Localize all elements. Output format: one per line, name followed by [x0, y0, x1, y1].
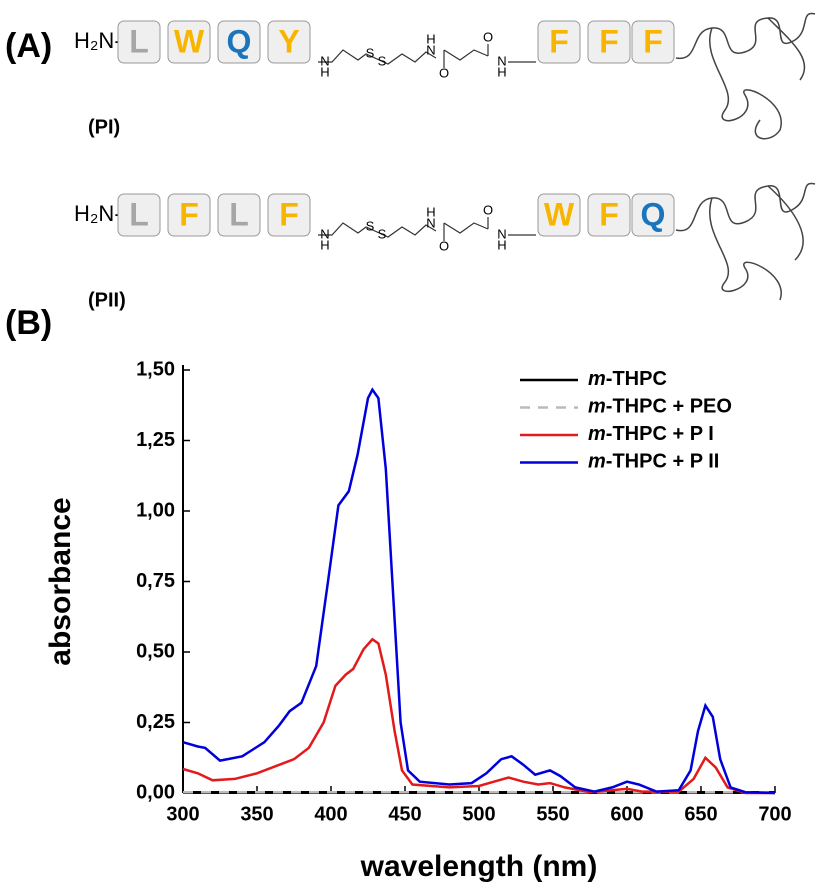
y-tick-label: 0,25 — [136, 711, 175, 733]
x-axis-label: wavelength (nm) — [360, 850, 598, 883]
linker-atom: N — [426, 215, 435, 230]
x-tick-label: 550 — [536, 803, 569, 825]
linker-atom: S — [378, 53, 387, 68]
x-tick-label: 450 — [388, 803, 421, 825]
panel-label: (B) — [5, 304, 52, 342]
x-tick-label: 350 — [240, 803, 273, 825]
residue-letter: W — [544, 196, 575, 232]
linker-atom: S — [378, 226, 387, 241]
residue-letter: F — [179, 196, 199, 232]
y-tick-label: 0,50 — [136, 640, 175, 662]
residue-box — [217, 193, 261, 237]
series-line — [182, 387, 776, 795]
panel-label: (A) — [5, 27, 52, 65]
y-tick-label: 0,75 — [136, 570, 175, 592]
linker-bond — [318, 44, 536, 68]
linker-atom: N — [426, 42, 435, 57]
linker-atom: S — [366, 218, 375, 233]
x-tick-label: 400 — [314, 803, 347, 825]
residue-box — [117, 193, 161, 237]
residue-box — [587, 20, 631, 64]
residue-letter: F — [549, 23, 569, 59]
linker-atom: O — [439, 65, 449, 80]
residue-box — [217, 20, 261, 64]
residue-box — [267, 193, 311, 237]
linker-atom: N — [320, 226, 329, 241]
y-tick-label: 0,00 — [136, 781, 175, 803]
y-tick-label: 1,00 — [136, 499, 175, 521]
linker-atom: H — [497, 237, 506, 252]
residue-letter: F — [599, 196, 619, 232]
linker-atom: N — [320, 53, 329, 68]
linker-atom: N — [497, 53, 506, 68]
legend-label: m-THPC + P II — [588, 451, 719, 473]
linker-atom: O — [483, 29, 493, 44]
residue-box — [587, 193, 631, 237]
x-tick-label: 500 — [462, 803, 495, 825]
linker-atom: O — [439, 238, 449, 253]
linker-atom: H — [320, 237, 329, 252]
residue-letter: F — [643, 23, 663, 59]
residue-letter: L — [129, 196, 149, 232]
polymer-coil — [675, 12, 816, 301]
x-tick-label: 700 — [758, 803, 791, 825]
y-tick-label: 1,25 — [136, 429, 175, 451]
residue-box — [167, 20, 211, 64]
residue-letter: L — [129, 23, 149, 59]
residue-box — [117, 20, 161, 64]
residue-box — [537, 193, 581, 237]
residue-box — [631, 20, 675, 64]
x-tick-label: 300 — [166, 803, 199, 825]
residue-box — [631, 193, 675, 237]
legend-label: m-THPC + PEO — [588, 396, 732, 418]
peptide-name: (PI) — [88, 116, 120, 138]
linker-atom: N — [497, 226, 506, 241]
residue-letter: F — [599, 23, 619, 59]
amine: H₂N- — [74, 28, 122, 53]
linker-atom: H — [320, 64, 329, 79]
series-line — [182, 637, 775, 795]
x-tick-label: 600 — [610, 803, 643, 825]
linker-bond — [318, 217, 536, 241]
residue-letter: W — [174, 23, 205, 59]
amine: H₂N- — [74, 201, 122, 226]
residue-letter: Q — [227, 23, 252, 59]
linker-atom: S — [366, 45, 375, 60]
peptide-name: (PII) — [88, 289, 126, 311]
linker-atom: H — [497, 64, 506, 79]
linker-atom: H — [426, 204, 435, 219]
residue-letter: F — [279, 196, 299, 232]
residue-letter: L — [229, 196, 249, 232]
residue-box — [167, 193, 211, 237]
linker-atom: H — [426, 31, 435, 46]
residue-letter: Q — [641, 196, 666, 232]
residue-box — [537, 20, 581, 64]
linker-atom: O — [483, 202, 493, 217]
x-tick-label: 650 — [684, 803, 717, 825]
y-axis-label: absorbance — [44, 497, 77, 665]
legend-label: m-THPC — [588, 368, 667, 390]
residue-letter: Y — [278, 23, 299, 59]
y-tick-label: 1,50 — [136, 358, 175, 380]
legend-label: m-THPC + P I — [588, 423, 714, 445]
residue-box — [267, 20, 311, 64]
